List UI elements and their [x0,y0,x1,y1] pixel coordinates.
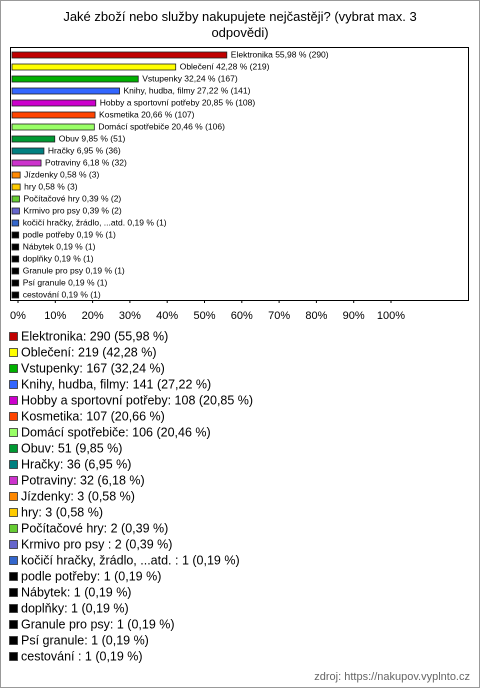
legend-swatch [9,364,18,373]
legend-swatch [9,508,18,517]
x-tick-label: 10% [44,310,66,322]
legend-swatch [9,476,18,485]
bar [11,171,21,179]
data-label: Oblečení 42,28 % (219) [180,61,270,71]
chart-title: Jaké zboží nebo služby nakupujete nejčas… [63,9,416,40]
data-label: Elektronika 55,98 % (290) [231,49,329,59]
legend-label: Nábytek: 1 (0,19 %) [21,585,131,599]
legend-swatch [9,444,18,453]
bar [11,99,97,107]
data-label: Krmivo pro psy 0,39 % (2) [23,205,121,215]
legend-swatch [9,636,18,645]
legend-label: Knihy, hudba, filmy: 141 (27,22 %) [21,377,211,391]
legend-label: Potraviny: 32 (6,18 %) [21,473,145,487]
data-label: Vstupenky 32,24 % (167) [142,73,238,83]
legend-swatch [9,572,18,581]
bar [11,183,21,191]
data-label: Jízdenky 0,58 % (3) [24,169,99,179]
legend-swatch [9,412,18,421]
data-label: cestování 0,19 % (1) [23,289,101,299]
legend-swatch [9,492,18,501]
legend-label: kočičí hračky, žrádlo, ...atd. : 1 (0,19… [21,553,240,567]
x-tick-label: 90% [343,310,365,322]
bar [11,207,20,215]
legend-swatch [9,588,18,597]
legend-label: Hobby a sportovní potřeby: 108 (20,85 %) [21,393,253,407]
legend-swatch [9,652,18,661]
data-label: Nábytek 0,19 % (1) [23,241,96,251]
bar [11,267,20,275]
data-label: Granule pro psy 0,19 % (1) [23,265,125,275]
data-label: Psí granule 0,19 % (1) [23,277,108,287]
x-tick-label: 20% [82,310,104,322]
legend-label: Počítačové hry: 2 (0,39 %) [21,521,168,535]
bar [11,195,20,203]
legend-label: Oblečení: 219 (42,28 %) [21,345,157,359]
legend-label: Elektronika: 290 (55,98 %) [21,329,168,343]
legend-swatch [9,348,18,357]
bar [11,135,56,143]
bar [11,219,20,227]
data-label: Hobby a sportovní potřeby 20,85 % (108) [100,97,256,107]
source: zdroj: https://nakupov.vyplnto.cz [314,671,470,683]
data-label: Domácí spotřebiče 20,46 % (106) [98,121,225,131]
legend-label: Psí granule: 1 (0,19 %) [21,633,149,647]
data-label: Kosmetika 20,66 % (107) [99,109,195,119]
legend-label: cestování : 1 (0,19 %) [21,649,143,663]
legend-swatch [9,524,18,533]
legend-label: Kosmetika: 107 (20,66 %) [21,409,165,423]
data-label: Počítačové hry 0,39 % (2) [23,193,121,203]
data-label: podle potřeby 0,19 % (1) [23,229,116,239]
legend-label: Hračky: 36 (6,95 %) [21,457,131,471]
bar [11,123,95,131]
bar [11,159,42,167]
x-tick-label: 100% [377,310,405,322]
legend-label: Granule pro psy: 1 (0,19 %) [21,617,175,631]
bar [11,231,20,239]
legend-label: Obuv: 51 (9,85 %) [21,441,122,455]
legend-label: doplňky: 1 (0,19 %) [21,601,129,615]
legend-swatch [9,428,18,437]
data-label: Potraviny 6,18 % (32) [45,157,127,167]
data-label: hry 0,58 % (3) [24,181,78,191]
legend-swatch [9,620,18,629]
legend-swatch [9,556,18,565]
bar [11,63,177,71]
legend-label: podle potřeby: 1 (0,19 %) [21,569,161,583]
bar [11,147,45,155]
bar [11,243,20,251]
x-tick-label: 40% [156,310,178,322]
legend-swatch [9,604,18,613]
legend-swatch [9,396,18,405]
data-label: Hračky 6,95 % (36) [48,145,121,155]
legend-swatch [9,540,18,549]
bar [11,51,228,59]
bar [11,87,120,95]
x-tick-label: 70% [268,310,290,322]
legend-swatch [9,380,18,389]
data-label: doplňky 0,19 % (1) [23,253,94,263]
x-tick-label: 60% [231,310,253,322]
bar [11,75,139,83]
legend-label: Domácí spotřebiče: 106 (20,46 %) [21,425,211,439]
legend-swatch [9,460,18,469]
bar [11,279,20,287]
legend-label: Vstupenky: 167 (32,24 %) [21,361,165,375]
bar [11,291,20,299]
data-label: Knihy, hudba, filmy 27,22 % (141) [124,85,251,95]
legend-label: Krmivo pro psy : 2 (0,39 %) [21,537,172,551]
data-label: kočičí hračky, žrádlo, ...atd. 0,19 % (1… [23,217,167,227]
x-tick-label: 0% [10,310,26,322]
legend-label: Jízdenky: 3 (0,58 %) [21,489,135,503]
legend-label: hry: 3 (0,58 %) [21,505,103,519]
x-tick-label: 50% [193,310,215,322]
bar [11,255,20,263]
x-tick-label: 80% [305,310,327,322]
legend-swatch [9,332,18,341]
data-label: Obuv 9,85 % (51) [59,133,126,143]
x-tick-label: 30% [119,310,141,322]
bar [11,111,96,119]
